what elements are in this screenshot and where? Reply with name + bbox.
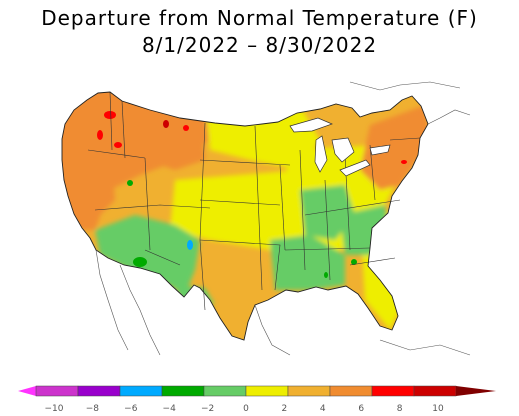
legend-bin [413, 385, 457, 397]
great-lakes [289, 117, 391, 177]
legend-tick-label: −8 [86, 404, 100, 414]
southwest-cool-anomaly [95, 215, 200, 295]
cool-spots [127, 180, 357, 278]
us-outline [61, 91, 429, 341]
lake-huron [331, 137, 355, 163]
lake-superior [289, 117, 333, 133]
legend-high-arrow [456, 386, 496, 396]
ohio-valley-cool [300, 185, 355, 240]
neighbor-coastlines [95, 81, 471, 356]
legend-tick-label: 0 [243, 404, 249, 414]
legend-tick-label: −2 [201, 404, 214, 414]
legend-bin [119, 385, 163, 397]
legend-tick-label: −10 [45, 404, 64, 414]
legend-tick-label: 2 [282, 404, 288, 414]
legend-low-arrow [18, 386, 36, 396]
legend-tick-label: 10 [432, 404, 444, 414]
northern-rockies-warm [140, 110, 205, 170]
northeast-warm-anomaly [360, 105, 428, 190]
lake-ontario [369, 144, 391, 156]
legend-tick-labels: −10 −8 −6 −4 −2 0 2 4 6 8 10 [45, 404, 444, 414]
lake-erie [339, 159, 371, 177]
legend-bin [35, 385, 79, 397]
map-title-line-2: 8/1/2022 – 8/30/2022 [141, 33, 378, 57]
legend-bins [35, 385, 457, 397]
legend-tick-label: −4 [163, 404, 177, 414]
legend-bin [161, 385, 205, 397]
legend-bin [245, 385, 289, 397]
legend-bin [329, 385, 373, 397]
map-title-line-1: Departure from Normal Temperature (F) [41, 6, 478, 30]
legend-tick-label: 6 [358, 404, 364, 414]
legend-tick-label: 4 [320, 404, 326, 414]
legend-tick-label: 8 [397, 404, 403, 414]
hot-spots [97, 111, 407, 164]
legend-bin [287, 385, 331, 397]
lake-michigan [314, 135, 328, 173]
legend-bin [77, 385, 121, 397]
legend-tick-label: −6 [124, 404, 138, 414]
legend-bin [371, 385, 415, 397]
legend-bin [203, 385, 247, 397]
california-warm [70, 140, 115, 225]
